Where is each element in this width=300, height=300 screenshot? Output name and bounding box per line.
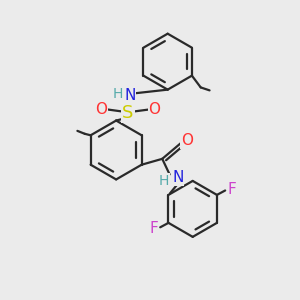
Text: F: F (149, 221, 158, 236)
Text: S: S (122, 104, 134, 122)
Text: O: O (95, 102, 107, 117)
Text: F: F (227, 182, 236, 196)
Text: N: N (172, 170, 184, 185)
Text: N: N (124, 88, 136, 103)
Text: H: H (159, 174, 169, 188)
Text: O: O (148, 102, 160, 117)
Text: H: H (113, 87, 123, 101)
Text: O: O (181, 133, 193, 148)
